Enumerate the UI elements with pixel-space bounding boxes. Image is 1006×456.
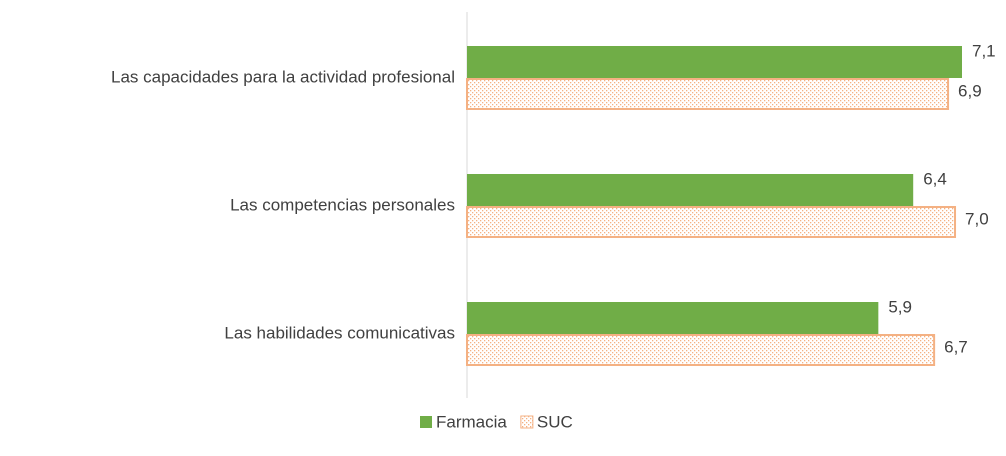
bar	[466, 206, 957, 238]
category-label: Las competencias personales	[230, 195, 455, 214]
bar	[467, 46, 962, 78]
legend-label: Farmacia	[436, 412, 507, 431]
value-label: 7,0	[965, 209, 989, 228]
legend-swatch	[420, 416, 432, 428]
value-label: 6,9	[958, 81, 982, 100]
category-label: Las capacidades para la actividad profes…	[111, 67, 455, 86]
bar	[466, 78, 950, 110]
bar	[466, 334, 936, 366]
value-label: 7,1	[972, 41, 996, 60]
bar	[467, 174, 914, 206]
value-label: 5,9	[888, 297, 912, 316]
value-label: 6,7	[944, 337, 968, 356]
category-label: Las habilidades comunicativas	[224, 323, 455, 342]
legend-label: SUC	[537, 412, 573, 431]
bar	[467, 302, 879, 334]
value-label: 6,4	[923, 169, 947, 188]
legend-swatch	[520, 415, 534, 429]
